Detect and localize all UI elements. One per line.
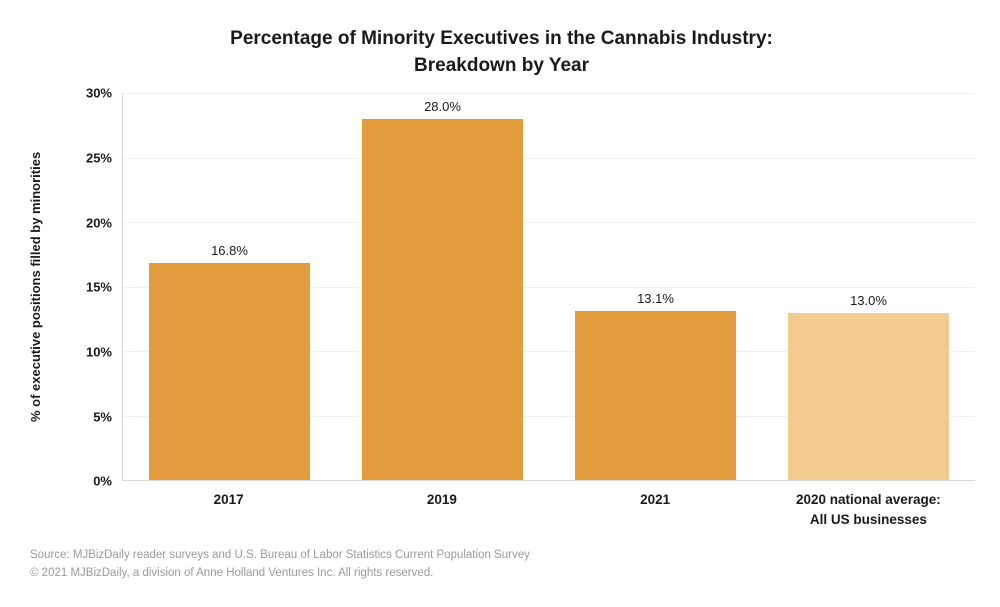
y-tick-label: 20%: [85, 215, 112, 231]
gridline: [123, 157, 975, 159]
bar-group: 28.0%: [336, 93, 549, 481]
bar-2021: [574, 311, 737, 481]
chart-title-line2: Breakdown by Year: [414, 54, 589, 76]
bar-group: 13.0%: [762, 93, 975, 481]
gridline: [123, 351, 975, 353]
gridline: [123, 222, 975, 224]
bar-group: 13.1%: [549, 93, 762, 481]
x-axis-label: 2017: [213, 492, 244, 508]
y-tick-label: 10%: [85, 344, 112, 360]
source-line: Source: MJBizDaily reader surveys and U.…: [30, 548, 530, 561]
gridline: [123, 93, 975, 95]
x-axis-label: 2021: [640, 492, 671, 508]
gridlines: [123, 93, 975, 480]
y-tick-label: 0%: [93, 473, 112, 489]
gridline: [123, 286, 975, 288]
y-tick-label: 30%: [85, 85, 112, 101]
bar-value-label: 13.1%: [637, 291, 674, 307]
copyright-line: © 2021 MJBizDaily, a division of Anne Ho…: [30, 566, 434, 579]
bar-value-label: 28.0%: [424, 99, 461, 114]
bar-value-label: 16.8%: [211, 243, 248, 259]
bar-2017: [148, 263, 311, 481]
chart-region: % of executive positions filled by minor…: [28, 86, 975, 531]
footer: Source: MJBizDaily reader surveys and U.…: [28, 547, 975, 583]
chart-title-line1: Percentage of Minority Executives in the…: [230, 28, 773, 49]
bar-series: 16.8% 28.0% 13.1% 13.0%: [123, 93, 975, 481]
gridline: [123, 415, 975, 417]
bar-2020-national-average:: [787, 312, 950, 481]
bar-2019: [361, 119, 524, 481]
x-axis-labels: 2017 2019 2021 2020 national average: All US…: [122, 481, 975, 531]
y-axis-tick-labels: 0% 5% 10% 15% 20% 25% 30%: [64, 86, 122, 489]
y-axis-title: % of executive positions filled by minor…: [28, 152, 43, 423]
y-tick-label: 5%: [93, 409, 112, 425]
y-tick-label: 25%: [85, 150, 112, 166]
chart-title: Percentage of Minority Executives in the…: [28, 26, 975, 79]
x-axis-label: 2019: [426, 492, 457, 508]
x-axis-label: 2020 national average: All US businesses: [795, 492, 941, 528]
y-tick-label: 15%: [85, 279, 112, 295]
plot-area: 16.8% 28.0% 13.1% 13.0%: [122, 93, 975, 482]
bar-value-label: 13.0%: [850, 292, 887, 308]
bar-group: 16.8%: [123, 93, 336, 481]
